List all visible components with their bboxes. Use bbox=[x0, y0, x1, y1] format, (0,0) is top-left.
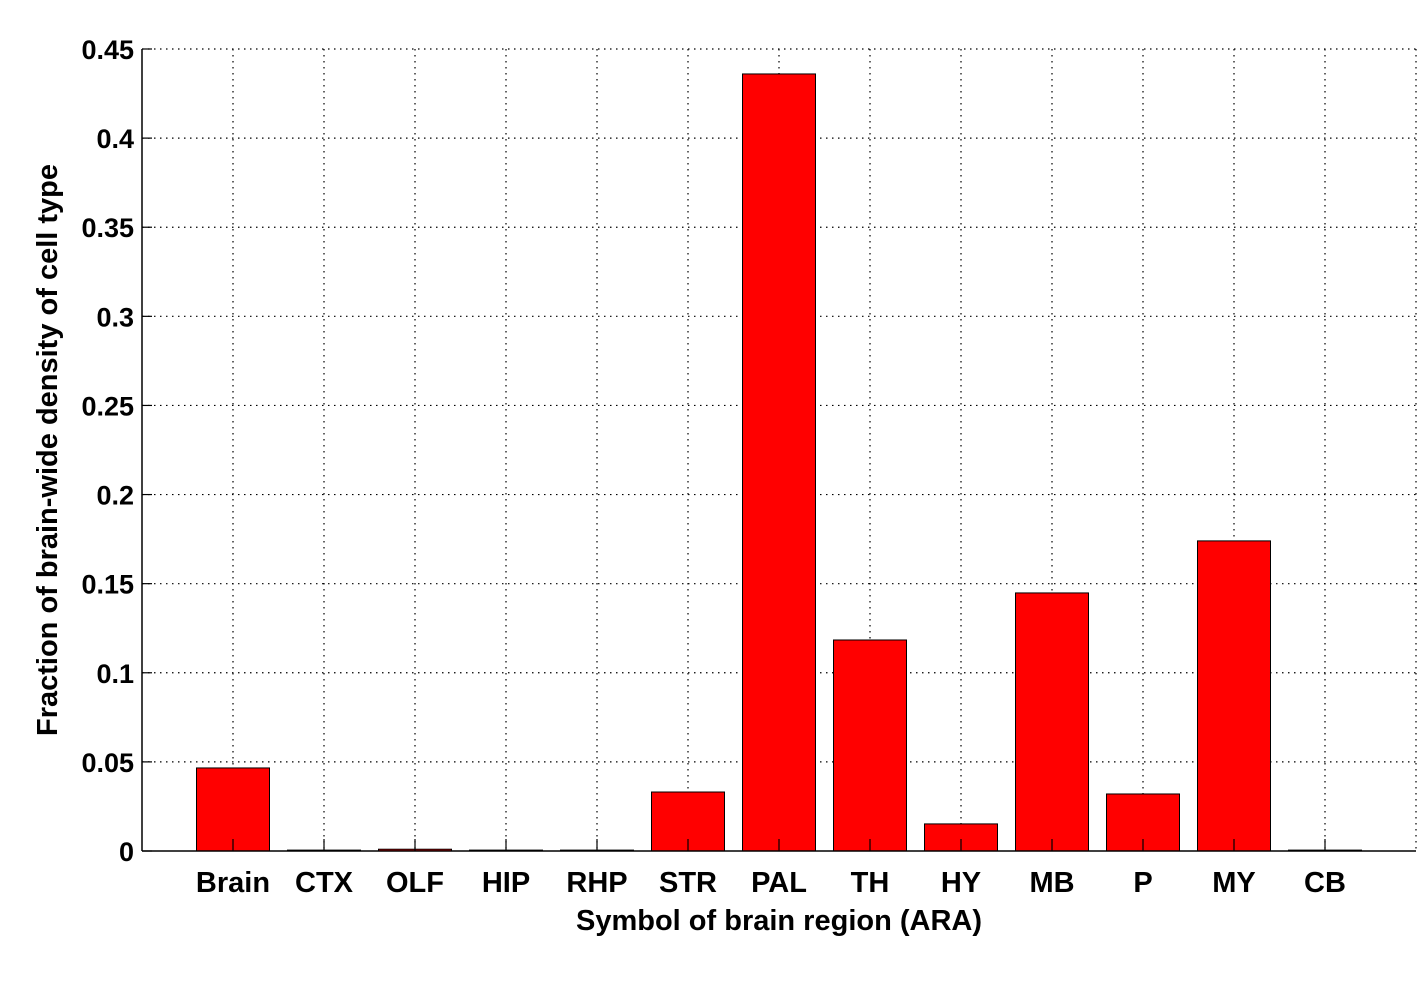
y-tick-label: 0.2 bbox=[96, 481, 134, 511]
x-axis-label: Symbol of brain region (ARA) bbox=[576, 905, 982, 937]
bar-my bbox=[1197, 540, 1271, 852]
y-tick-label: 0 bbox=[119, 837, 134, 867]
y-tick-label: 0.05 bbox=[81, 748, 134, 778]
y-tick-label: 0.35 bbox=[81, 213, 134, 243]
x-tick-label: Brain bbox=[196, 867, 270, 899]
y-tick-label: 0.15 bbox=[81, 570, 134, 600]
x-tick-label: RHP bbox=[566, 867, 627, 899]
x-tick-label: MY bbox=[1212, 867, 1256, 899]
y-tick-label: 0.4 bbox=[96, 124, 134, 154]
y-tick-label: 0.45 bbox=[81, 35, 134, 65]
bars bbox=[196, 73, 1362, 852]
y-tick-label: 0.3 bbox=[96, 302, 134, 332]
y-tick-labels: 0 0.05 0.1 0.15 0.2 0.25 0.3 0.35 0.4 0.45 bbox=[81, 35, 134, 867]
x-tick-label: MB bbox=[1029, 867, 1074, 899]
x-tick-label: TH bbox=[851, 867, 890, 899]
bar-th bbox=[833, 639, 907, 852]
y-tick-label: 0.25 bbox=[81, 391, 134, 421]
x-tick-label: P bbox=[1133, 867, 1152, 899]
x-tick-label: CB bbox=[1304, 867, 1346, 899]
x-tick-label: HIP bbox=[482, 867, 530, 899]
bar-brain bbox=[196, 767, 270, 852]
x-tick-label: HY bbox=[941, 867, 981, 899]
y-axis-label: Fraction of brain-wide density of cell t… bbox=[32, 164, 64, 736]
axes bbox=[141, 48, 1416, 852]
bar-pal bbox=[742, 73, 816, 852]
x-tick-label: OLF bbox=[386, 867, 444, 899]
x-tick-label: PAL bbox=[751, 867, 807, 899]
x-tick-label: CTX bbox=[295, 867, 354, 899]
y-tick-label: 0.1 bbox=[96, 659, 134, 689]
x-tick-label: STR bbox=[659, 867, 717, 899]
x-tick-labels: Brain CTX OLF HIP RHP STR PAL TH HY MB P MY CB bbox=[196, 867, 1346, 899]
bar-mb bbox=[1015, 592, 1089, 852]
